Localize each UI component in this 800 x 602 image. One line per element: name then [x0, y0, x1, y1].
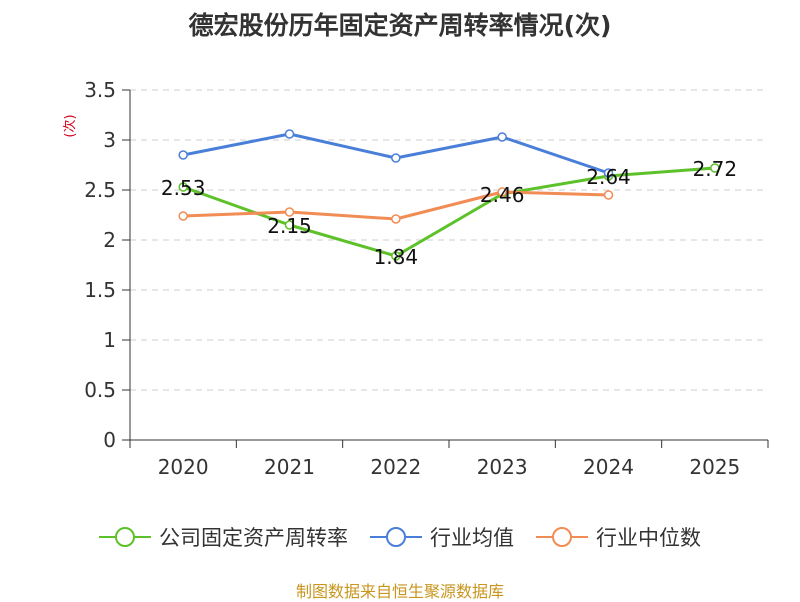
- data-point: [178, 211, 188, 221]
- data-point: [391, 153, 401, 163]
- series-line-0: [182, 166, 715, 258]
- legend-marker-icon: [370, 527, 422, 547]
- data-point: [391, 214, 401, 224]
- y-tick-label: 2.5: [84, 178, 116, 202]
- y-tick-label: 2: [103, 228, 116, 252]
- y-tick-label: 3.5: [84, 78, 116, 102]
- x-tick-label: 2023: [477, 455, 528, 479]
- data-point: [497, 132, 507, 142]
- y-tick-label: 1.5: [84, 278, 116, 302]
- y-tick-label: 0.5: [84, 378, 116, 402]
- legend-item-0[interactable]: 公司固定资产周转率: [99, 522, 348, 552]
- data-point: [284, 220, 295, 230]
- data-point: [178, 182, 188, 192]
- legend-marker-icon: [536, 527, 588, 547]
- legend: 公司固定资产周转率 行业均值 行业中位数: [0, 520, 800, 554]
- data-point: [603, 168, 614, 178]
- data-point: [710, 163, 720, 173]
- x-tick-label: 2025: [689, 455, 740, 479]
- x-tick-label: 2021: [264, 455, 315, 479]
- x-tick-label: 2022: [370, 455, 421, 479]
- data-point: [391, 251, 401, 261]
- data-source-note: 制图数据来自恒生聚源数据库: [295, 582, 504, 601]
- data-labels: 2.53 2.15 1.84 2.46 2.64 2.72: [161, 157, 737, 269]
- data-label: 2.72: [693, 157, 738, 181]
- data-label: 1.84: [374, 245, 419, 269]
- series-layer: [178, 129, 720, 261]
- y-tick-label: 1: [103, 328, 116, 352]
- x-tick-label: 2024: [583, 455, 634, 479]
- gridlines: [130, 89, 768, 391]
- data-label: 2.53: [161, 176, 206, 200]
- y-tick-label: 3: [103, 128, 116, 152]
- y-axis-unit-label: (次): [62, 114, 78, 137]
- legend-label: 公司固定资产周转率: [159, 526, 348, 550]
- legend-item-1[interactable]: 行业均值: [370, 522, 514, 552]
- legend-label: 行业中位数: [596, 526, 701, 550]
- legend-marker-icon: [99, 527, 151, 547]
- data-label: 2.15: [267, 214, 312, 238]
- y-tick-label: 0: [103, 428, 116, 452]
- legend-label: 行业均值: [430, 526, 514, 550]
- legend-item-2[interactable]: 行业中位数: [536, 522, 701, 552]
- data-label: 2.64: [586, 165, 631, 189]
- data-label: 2.46: [480, 183, 525, 207]
- data-point: [603, 190, 614, 200]
- chart-title: 德宏股份历年固定资产周转率情况(次): [188, 11, 612, 40]
- data-point: [178, 150, 188, 160]
- x-tick-label: 2020: [158, 455, 209, 479]
- data-point: [497, 187, 507, 197]
- data-point: [284, 129, 295, 139]
- data-point: [284, 207, 295, 217]
